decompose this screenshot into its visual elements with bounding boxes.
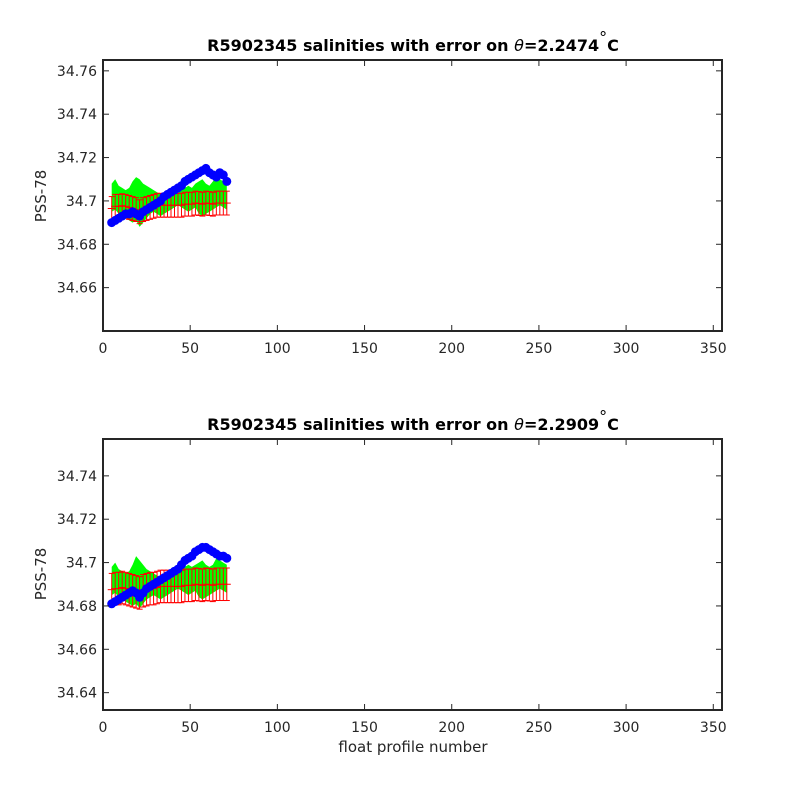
error-bar: [194, 567, 203, 602]
x-tick-label: 250: [526, 720, 553, 736]
top-y-axis-label: PSS-78: [32, 170, 50, 223]
x-tick-label: 150: [351, 341, 378, 357]
x-tick-label: 300: [613, 341, 640, 357]
salinity-point: [222, 176, 232, 186]
plot-area: [107, 163, 232, 228]
bottom-salinity-panel: R5902345 salinities with error on θ=2.29…: [32, 407, 727, 756]
error-bar: [222, 190, 231, 216]
top-salinity-panel: R5902345 salinities with error on θ=2.24…: [32, 28, 727, 357]
x-tick-label: 50: [181, 720, 199, 736]
y-tick-label: 34.76: [57, 64, 97, 80]
x-tick-label: 100: [264, 720, 291, 736]
error-bar: [208, 191, 217, 217]
plot-area: [107, 542, 232, 610]
axes-box: [102, 438, 723, 711]
y-tick-label: 34.7: [66, 556, 97, 572]
error-bar: [187, 568, 196, 603]
y-tick-label: 34.74: [57, 469, 97, 485]
error-bar: [222, 567, 231, 602]
error-bar: [187, 191, 196, 217]
y-tick-label: 34.66: [57, 642, 97, 658]
error-bar: [177, 192, 186, 218]
bottom-x-axis-label: float profile number: [338, 738, 488, 756]
y-tick-label: 34.64: [57, 686, 97, 702]
x-tick-label: 350: [700, 720, 727, 736]
x-tick-label: 100: [264, 341, 291, 357]
error-bar: [205, 567, 214, 602]
error-bar: [208, 568, 217, 603]
salinity-point: [222, 553, 232, 563]
x-tick-label: 0: [99, 720, 108, 736]
error-bar: [194, 191, 203, 216]
x-tick-label: 50: [181, 341, 199, 357]
x-tick-label: 0: [99, 341, 108, 357]
y-tick-label: 34.72: [57, 512, 97, 528]
x-tick-label: 350: [700, 341, 727, 357]
error-bar: [205, 191, 214, 216]
bottom-y-axis-label: PSS-78: [32, 548, 50, 601]
error-bar: [198, 568, 207, 603]
x-tick-label: 200: [438, 341, 465, 357]
y-tick-label: 34.7: [66, 194, 97, 210]
bottom-panel-title: R5902345 salinities with error on θ=2.29…: [207, 407, 619, 434]
error-bar: [198, 191, 207, 217]
y-tick-label: 34.74: [57, 107, 97, 123]
x-tick-label: 250: [526, 341, 553, 357]
y-tick-label: 34.68: [57, 237, 97, 253]
y-tick-label: 34.68: [57, 599, 97, 615]
x-tick-label: 300: [613, 720, 640, 736]
top-panel-title: R5902345 salinities with error on θ=2.24…: [207, 28, 619, 55]
y-tick-label: 34.66: [57, 281, 97, 297]
axes-box: [102, 59, 723, 332]
x-tick-label: 200: [438, 720, 465, 736]
y-tick-label: 34.72: [57, 151, 97, 167]
x-tick-label: 150: [351, 720, 378, 736]
